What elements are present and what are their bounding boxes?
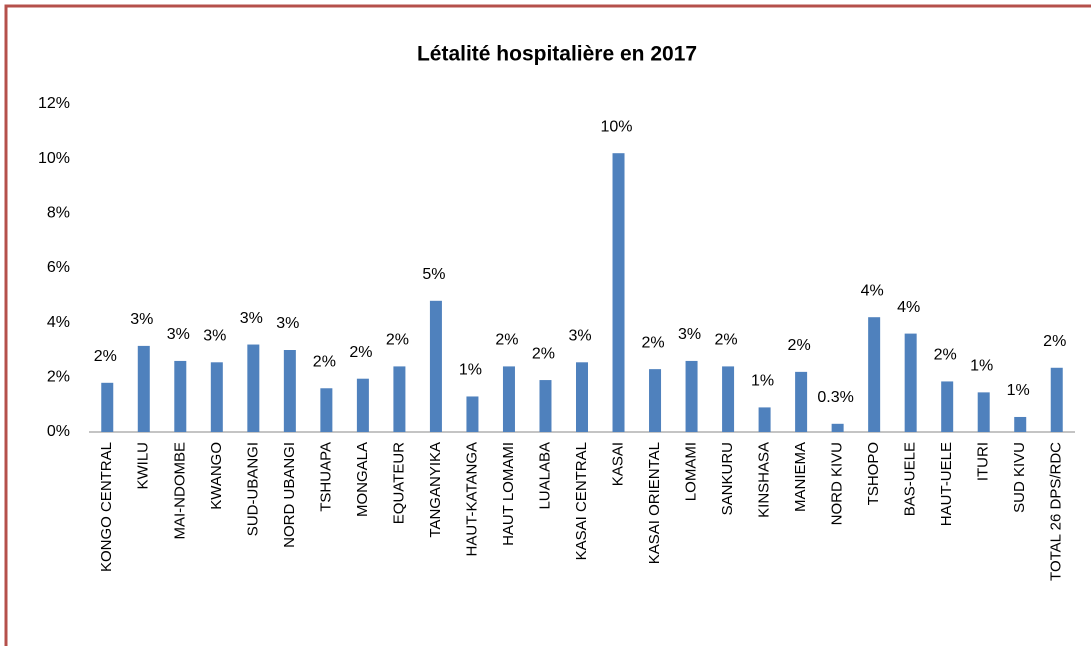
value-label: 1% bbox=[970, 358, 993, 375]
x-tick-label: ITURI bbox=[975, 442, 992, 481]
x-tick-label: HAUT-KATANGA bbox=[463, 442, 480, 556]
x-tick-label: MANIEMA bbox=[792, 442, 809, 512]
bar bbox=[502, 366, 515, 432]
x-tick-label: TSHUAPA bbox=[317, 442, 334, 512]
bar bbox=[649, 369, 662, 432]
bar bbox=[247, 344, 260, 432]
x-tick-label: MAI-NDOMBE bbox=[171, 442, 188, 540]
y-tick-label: 10% bbox=[38, 150, 70, 167]
bar bbox=[210, 362, 223, 432]
value-label: 2% bbox=[94, 348, 117, 365]
bar bbox=[685, 360, 698, 432]
bar bbox=[393, 366, 406, 432]
x-tick-label: KASAI ORIENTAL bbox=[646, 442, 663, 564]
value-label: 3% bbox=[276, 315, 299, 332]
y-tick-label: 2% bbox=[47, 369, 70, 386]
value-label: 2% bbox=[532, 345, 555, 362]
x-tick-label: KWANGO bbox=[208, 442, 225, 510]
bar bbox=[795, 371, 808, 432]
x-tick-label: TOTAL 26 DPS/RDC bbox=[1048, 442, 1065, 581]
value-label: 1% bbox=[1007, 382, 1030, 399]
x-tick-label: NORD KIVU bbox=[829, 442, 846, 525]
x-tick-label: LUALABA bbox=[536, 442, 553, 510]
value-label: 2% bbox=[386, 332, 409, 349]
bar bbox=[466, 396, 479, 432]
bar bbox=[831, 423, 844, 432]
x-tick-label: SUD-UBANGI bbox=[244, 442, 261, 536]
x-tick-label: KASAI CENTRAL bbox=[573, 442, 590, 560]
bar bbox=[539, 380, 552, 432]
y-tick-label: 8% bbox=[47, 205, 70, 222]
x-tick-label: BAS-UELE bbox=[902, 442, 919, 516]
x-tick-label: KINSHASA bbox=[756, 442, 773, 518]
bar bbox=[977, 392, 990, 432]
value-label: 1% bbox=[751, 373, 774, 390]
bar bbox=[283, 350, 296, 432]
value-label: 4% bbox=[861, 282, 884, 299]
bar bbox=[429, 300, 442, 432]
bar bbox=[612, 153, 625, 432]
frame bbox=[4, 4, 1091, 646]
x-tick-label: SANKURU bbox=[719, 442, 736, 515]
x-tick-label: HAUT-UELE bbox=[938, 442, 955, 526]
value-label: 2% bbox=[641, 334, 664, 351]
value-label: 2% bbox=[495, 332, 518, 349]
value-label: 10% bbox=[601, 118, 633, 135]
value-label: 2% bbox=[934, 347, 957, 364]
x-tick-label: KASAI bbox=[609, 442, 626, 486]
bar bbox=[174, 360, 187, 432]
bar bbox=[904, 333, 917, 432]
x-tick-label: TANGANYIKA bbox=[427, 442, 444, 538]
x-tick-label: SUD KIVU bbox=[1011, 442, 1028, 513]
value-label: 3% bbox=[678, 326, 701, 343]
value-label: 0.3% bbox=[817, 389, 853, 406]
bar bbox=[320, 388, 333, 432]
value-label: 3% bbox=[240, 310, 263, 327]
x-tick-label: LOMAMI bbox=[683, 442, 700, 501]
chart-title: Létalité hospitalière en 2017 bbox=[417, 43, 697, 66]
y-tick-label: 6% bbox=[47, 259, 70, 276]
y-tick-label: 0% bbox=[47, 423, 70, 440]
bar bbox=[576, 362, 588, 432]
value-label: 2% bbox=[1043, 333, 1066, 350]
x-tick-label: HAUT LOMAMI bbox=[500, 442, 517, 546]
value-label: 3% bbox=[130, 311, 153, 328]
bar bbox=[1014, 416, 1027, 432]
bar bbox=[101, 382, 114, 432]
value-label: 2% bbox=[715, 332, 738, 349]
x-tick-label: KONGO CENTRAL bbox=[98, 442, 115, 572]
bar bbox=[356, 378, 369, 432]
x-tick-label: EQUATEUR bbox=[390, 442, 407, 524]
value-label: 3% bbox=[568, 328, 591, 345]
y-tick-label: 4% bbox=[47, 314, 70, 331]
value-label: 2% bbox=[313, 353, 336, 370]
bar bbox=[137, 345, 150, 432]
value-label: 4% bbox=[897, 299, 920, 316]
bar bbox=[722, 366, 735, 432]
value-label: 3% bbox=[203, 328, 226, 345]
x-tick-label: TSHOPO bbox=[865, 442, 882, 505]
bar bbox=[868, 317, 881, 432]
value-label: 3% bbox=[167, 326, 190, 343]
x-tick-label: NORD UBANGI bbox=[281, 442, 298, 548]
bar bbox=[758, 407, 771, 432]
x-tick-label: MONGALA bbox=[354, 442, 371, 517]
value-label: 2% bbox=[788, 337, 811, 354]
x-tick-label: KWILU bbox=[135, 442, 152, 490]
bar bbox=[1050, 367, 1063, 432]
value-label: 1% bbox=[459, 362, 482, 379]
value-label: 5% bbox=[422, 266, 445, 283]
value-label: 2% bbox=[349, 344, 372, 361]
bar bbox=[941, 381, 954, 432]
y-tick-label: 12% bbox=[38, 95, 70, 112]
